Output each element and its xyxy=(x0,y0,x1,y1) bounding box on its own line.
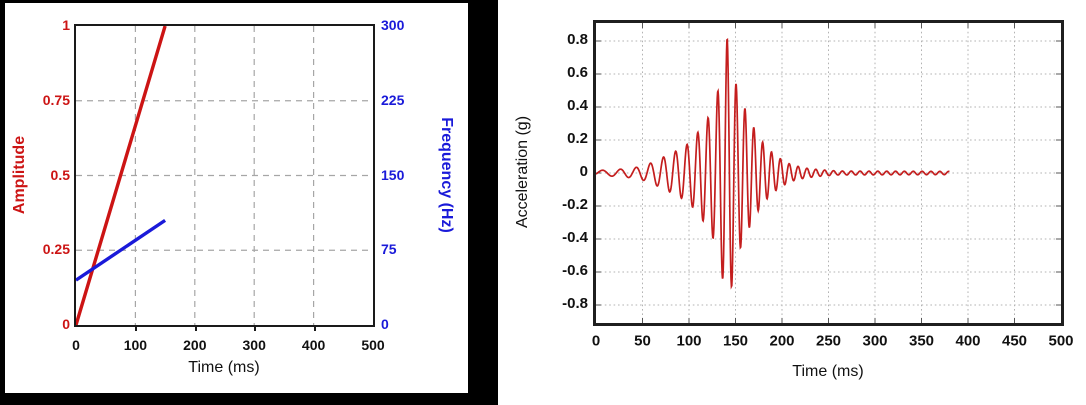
left-chart-frequency-tick-label: 300 xyxy=(381,17,405,33)
right-chart-x-tick-label: 150 xyxy=(722,332,749,350)
left-chart-axis-tick-mark xyxy=(135,327,138,331)
right-chart-y-tick-label: -0.8 xyxy=(562,295,588,312)
left-chart-frequency-tick-label: 225 xyxy=(381,91,405,108)
right-x-axis-title: Time (ms) xyxy=(792,363,864,380)
right-chart-x-tick-label: 500 xyxy=(1048,332,1074,350)
right-y-axis-title: Frequency (Hz) xyxy=(438,117,455,233)
right-plot-canvas xyxy=(596,23,1061,323)
left-x-axis-title: Time (ms) xyxy=(188,359,260,376)
right-chart-x-tick-label: 450 xyxy=(1001,332,1028,350)
left-chart-axis-tick-mark xyxy=(313,327,316,331)
right-chart-x-tick-label: 400 xyxy=(955,332,981,350)
left-chart-amplitude-tick-label: 0.5 xyxy=(50,166,70,183)
left-chart-amplitude-tick-label: 0 xyxy=(62,316,70,332)
acceleration-waveform xyxy=(596,38,950,290)
left-chart-x-tick-label: 200 xyxy=(183,337,207,353)
right-chart-x-tick-label: 300 xyxy=(862,332,888,350)
left-plot-area xyxy=(74,24,375,327)
right-chart-x-tick-label: 250 xyxy=(815,332,842,350)
right-plot-area xyxy=(593,20,1064,326)
left-chart-x-tick-label: 100 xyxy=(123,337,148,353)
right-chart-y-tick-label: 0 xyxy=(579,163,588,180)
left-chart-x-tick-label: 500 xyxy=(361,337,385,353)
right-chart-x-tick-label: 0 xyxy=(591,332,601,350)
left-chart-amplitude-tick-label: 0.25 xyxy=(42,241,70,258)
left-plot-canvas xyxy=(76,26,373,325)
right-chart-y-tick-label: 0.4 xyxy=(567,97,588,114)
left-chart-amplitude-tick-label: 0.75 xyxy=(42,91,70,108)
left-chart-frequency-tick-label: 75 xyxy=(381,241,397,258)
right-chart-y-tick-label: -0.2 xyxy=(562,196,588,213)
left-chart-frequency-tick-label: 0 xyxy=(381,316,389,332)
right-chart-x-tick-label: 350 xyxy=(908,332,935,350)
left-chart-x-tick-label: 300 xyxy=(242,337,266,353)
left-chart-x-tick-label: 400 xyxy=(301,337,326,353)
right-chart-x-tick-label: 200 xyxy=(769,332,795,350)
right-chart-x-tick-label: 50 xyxy=(634,332,651,350)
right-chart-y-tick-label: -0.4 xyxy=(562,229,588,246)
right-chart-y-tick-label: -0.6 xyxy=(562,262,588,279)
acceleration-y-axis-title: Acceleration (g) xyxy=(514,115,531,229)
left-chart-frequency-tick-label: 150 xyxy=(381,166,405,183)
left-chart-axis-tick-mark xyxy=(194,327,197,331)
left-chart-amplitude-tick-label: 1 xyxy=(62,17,70,33)
left-chart-axis-tick-mark xyxy=(254,327,257,331)
right-chart-x-tick-label: 100 xyxy=(676,332,702,350)
right-chart-y-tick-label: 0.6 xyxy=(567,64,588,81)
right-chart-y-tick-label: 0.2 xyxy=(567,130,588,147)
right-chart-y-tick-label: 0.8 xyxy=(567,31,588,48)
left-chart-x-tick-label: 0 xyxy=(72,337,80,353)
